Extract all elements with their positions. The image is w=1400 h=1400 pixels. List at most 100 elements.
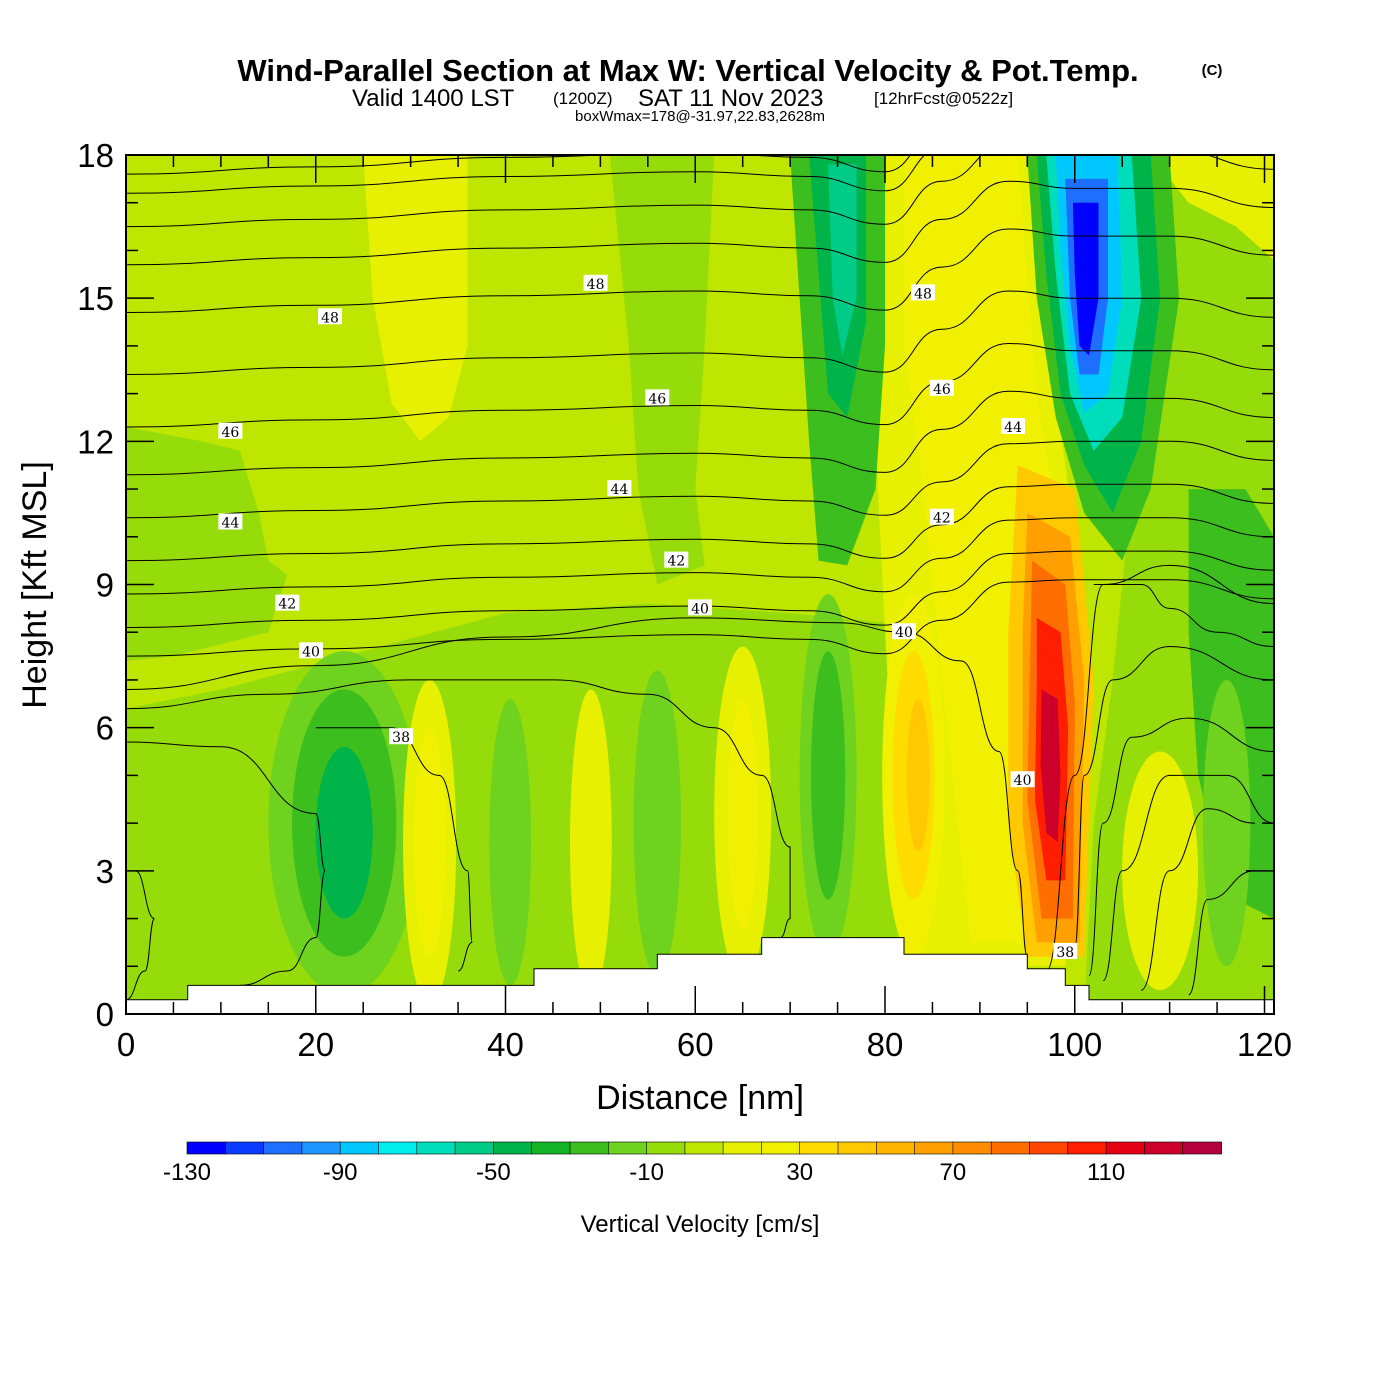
- wave-cell-b-core: [413, 727, 446, 957]
- y-tick-label: 9: [96, 567, 114, 604]
- theta-contour-10: [126, 517, 1274, 595]
- theta-label-text: 40: [895, 625, 913, 641]
- theta-contour-12: [126, 579, 1274, 657]
- terrain-mask: [126, 937, 1274, 1014]
- valid-date: SAT 11 Nov 2023: [638, 85, 823, 112]
- colorbar-swatch: [301, 1141, 342, 1155]
- upper-green-column: [609, 155, 715, 585]
- colorbar-swatch: [454, 1141, 495, 1155]
- colorbar-swatch: [569, 1141, 610, 1155]
- colorbar-swatch: [1105, 1141, 1146, 1155]
- theta-contour-39: [126, 679, 791, 939]
- x-tick-label: 120: [1237, 1026, 1292, 1063]
- theta-label-10: 42: [664, 551, 689, 570]
- colorbar-swatch: [263, 1141, 303, 1155]
- x-axis-title: Distance [nm]: [596, 1079, 804, 1117]
- y-axis-title: Height [Kft MSL]: [16, 461, 54, 709]
- plot-area: 48 48 48 46 46 46 44 44 44 42 42 42 40 40 40 40 38 38: [126, 155, 1274, 1014]
- theta-label-text: 40: [691, 601, 709, 617]
- y-tick-label: 6: [96, 710, 114, 747]
- wave-cell-c: [489, 699, 532, 986]
- box-wmax-info: boxWmax=178@-31.97,22.83,2628m: [575, 108, 825, 125]
- y-tick-label: 3: [96, 853, 114, 890]
- wave-cell-d: [570, 689, 612, 995]
- theta-label-16: 38: [389, 728, 414, 746]
- theta-label-2: 48: [911, 284, 935, 302]
- theta-label-7: 44: [218, 513, 243, 532]
- colorbar-swatch: [493, 1141, 533, 1155]
- colorbar-tick-label: -50: [476, 1159, 511, 1186]
- theta-label-4: 46: [645, 389, 670, 407]
- colorbar-swatch: [875, 1141, 916, 1155]
- valid-utc: (1200Z): [553, 89, 613, 108]
- theta-label-text: 38: [1056, 945, 1074, 961]
- theta-contour-r3: [1088, 717, 1274, 977]
- wave-cell-j: [1202, 679, 1251, 967]
- colorbar-swatch: [378, 1141, 418, 1155]
- theta-contour-2: [126, 155, 1274, 228]
- theta-label-text: 48: [587, 277, 605, 293]
- theta-contour-38a: [126, 741, 326, 986]
- theta-contour-r4: [1102, 774, 1274, 982]
- theta-contour-40a: [126, 617, 1028, 958]
- colorbar-swatch: [339, 1141, 380, 1155]
- theta-label-8: 44: [607, 480, 632, 498]
- theta-contour-4: [126, 228, 1274, 313]
- theta-label-text: 46: [648, 391, 666, 407]
- colorbar: [186, 1141, 1222, 1155]
- theta-label-text: 40: [302, 644, 320, 660]
- velocity-field: [126, 155, 1274, 1014]
- theta-label-text: 42: [667, 554, 685, 570]
- theta-label-text: 44: [1004, 420, 1022, 436]
- colorbar-tick-label: 30: [786, 1159, 813, 1186]
- colorbar-swatch: [799, 1141, 839, 1155]
- theta-label-3: 46: [218, 422, 243, 441]
- theta-contour-3: [126, 180, 1274, 266]
- theta-contour-r2: [1074, 645, 1274, 948]
- theta-contour-5: [126, 290, 1274, 375]
- wave-cell-i: [1122, 751, 1199, 991]
- x-tick-label: 20: [297, 1026, 334, 1063]
- axis-tick-labels: 0 20 40 60 80 100 120 0 3 6 9 12 15 18: [77, 137, 1292, 1063]
- y-tick-label: 12: [77, 423, 114, 460]
- copyright-mark: (C): [1202, 62, 1223, 79]
- theta-contour-7: [126, 390, 1274, 476]
- theta-label-text: 42: [933, 511, 951, 527]
- chart-title: Wind-Parallel Section at Max W: Vertical…: [237, 53, 1138, 88]
- colorbar-swatch: [684, 1141, 725, 1155]
- valid-prefix: Valid 1400 LST: [352, 85, 515, 112]
- theta-contours: [126, 155, 1274, 1001]
- theta-label-text: 46: [933, 382, 951, 398]
- x-tick-label: 100: [1047, 1026, 1102, 1063]
- colorbar-swatch: [1182, 1141, 1222, 1155]
- colorbar-swatch: [225, 1141, 265, 1155]
- theta-label-text: 46: [221, 425, 239, 441]
- colorbar-swatch: [722, 1141, 763, 1155]
- y-tick-label: 15: [77, 280, 114, 317]
- upper-downdraft-core: [828, 164, 857, 356]
- colorbar-swatch: [1144, 1141, 1184, 1155]
- colorbar-tick-labels: -130 -90 -50 -10 30 70 110: [163, 1159, 1125, 1186]
- x-tick-label: 60: [677, 1026, 714, 1063]
- colorbar-swatch: [416, 1141, 456, 1155]
- terrain: [126, 937, 1274, 1014]
- theta-contour-r6: [1188, 870, 1256, 996]
- theta-contour-38c: [126, 870, 155, 1001]
- theta-label-6: 44: [1001, 418, 1026, 436]
- theta-contour-0: [126, 155, 911, 175]
- forecast-info: [12hrFcst@0522z]: [874, 89, 1013, 108]
- colorbar-title: Vertical Velocity [cm/s]: [581, 1211, 820, 1238]
- theta-contour-6: [126, 342, 1274, 428]
- downdraft-level-5: [1072, 202, 1099, 356]
- theta-label-14: 40: [892, 623, 916, 641]
- colorbar-swatch: [914, 1141, 954, 1155]
- colorbar-tick-label: 70: [940, 1159, 967, 1186]
- theta-label-text: 40: [1014, 773, 1032, 789]
- upper-right-yellow: [1150, 155, 1274, 260]
- wave-cell-f-core: [727, 699, 758, 929]
- colorbar-swatch: [607, 1141, 648, 1155]
- theta-label-text: 48: [914, 286, 932, 302]
- colorbar-swatch: [531, 1141, 571, 1155]
- theta-label-text: 42: [278, 597, 296, 613]
- colorbar-swatch: [990, 1141, 1031, 1155]
